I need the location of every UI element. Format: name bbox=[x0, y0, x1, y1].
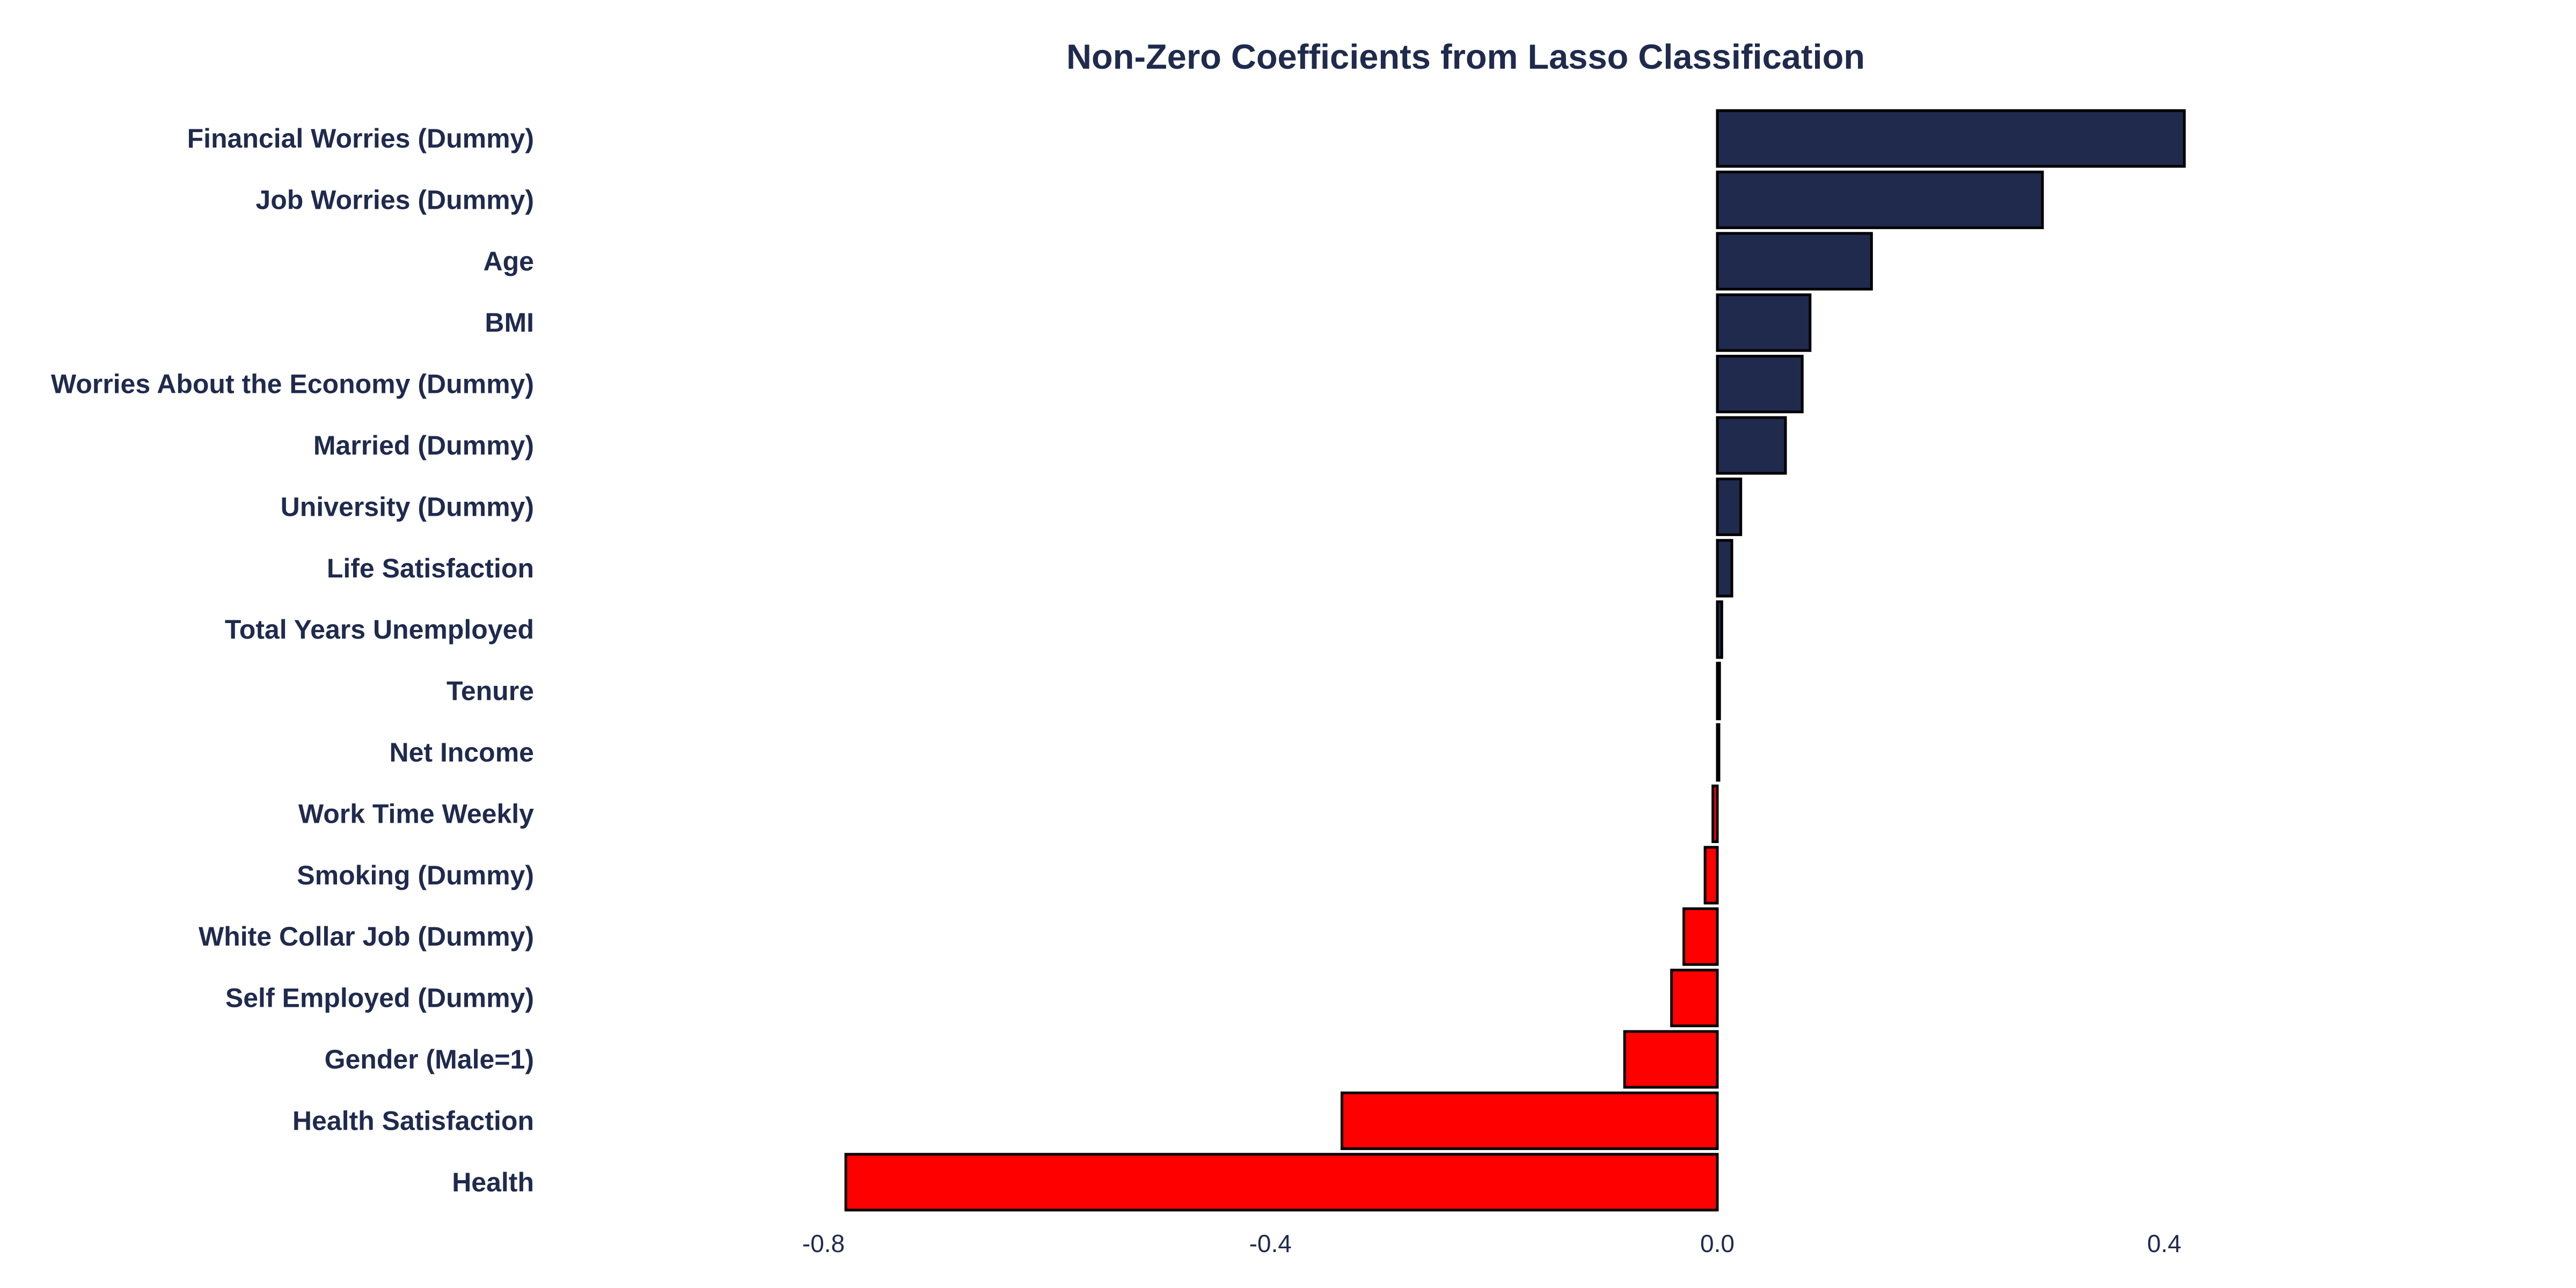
bar-white-collar-job-dummy bbox=[1682, 907, 1719, 966]
bar-health-satisfaction bbox=[1340, 1091, 1719, 1150]
x-axis-tick-labels: -0.8 -0.4 0.0 0.4 bbox=[802, 1230, 2182, 1257]
bar-job-worries-dummy bbox=[1716, 170, 2044, 229]
bar-bmi bbox=[1716, 293, 1812, 352]
category-label: Worries About the Economy (Dummy) bbox=[51, 369, 534, 399]
category-label: Financial Worries (Dummy) bbox=[187, 123, 534, 153]
category-label: Net Income bbox=[389, 737, 534, 767]
category-label: Married (Dummy) bbox=[313, 430, 534, 460]
bar-married-dummy bbox=[1716, 416, 1787, 475]
category-labels: Financial Worries (Dummy) Job Worries (Du… bbox=[51, 123, 534, 1197]
category-label: Health bbox=[452, 1167, 534, 1197]
bar-net-income bbox=[1716, 723, 1721, 782]
bar-worries-about-the-economy-dummy bbox=[1716, 355, 1804, 414]
bar-tenure bbox=[1716, 662, 1721, 721]
category-label: BMI bbox=[485, 308, 534, 338]
bar-age bbox=[1716, 232, 1873, 291]
bar-financial-worries-dummy bbox=[1716, 109, 2186, 168]
category-label: Health Satisfaction bbox=[292, 1106, 534, 1136]
x-tick-label: -0.8 bbox=[802, 1230, 845, 1257]
category-label: Tenure bbox=[447, 676, 534, 706]
bar-total-years-unemployed bbox=[1716, 600, 1723, 659]
bar-work-time-weekly bbox=[1711, 784, 1719, 843]
category-label: Life Satisfaction bbox=[327, 553, 534, 583]
bars bbox=[844, 109, 2186, 1212]
x-tick-label: -0.4 bbox=[1249, 1230, 1292, 1257]
category-label: Smoking (Dummy) bbox=[297, 860, 534, 890]
category-label: Gender (Male=1) bbox=[325, 1044, 534, 1074]
x-tick-label: 0.0 bbox=[1700, 1230, 1735, 1257]
bar-gender-male-1 bbox=[1623, 1030, 1719, 1089]
x-tick-label: 0.4 bbox=[2147, 1230, 2182, 1257]
bar-university-dummy bbox=[1716, 477, 1743, 536]
category-label: Work Time Weekly bbox=[298, 799, 534, 829]
category-label: University (Dummy) bbox=[281, 492, 534, 522]
chart-title: Non-Zero Coefficients from Lasso Classif… bbox=[1066, 37, 1865, 76]
category-label: Total Years Unemployed bbox=[225, 614, 534, 645]
bar-smoking-dummy bbox=[1703, 846, 1719, 905]
category-label: Self Employed (Dummy) bbox=[225, 983, 534, 1013]
category-label: Age bbox=[484, 246, 534, 276]
bar-life-satisfaction bbox=[1716, 539, 1733, 598]
category-label: Job Worries (Dummy) bbox=[255, 185, 534, 215]
bar-health bbox=[844, 1153, 1719, 1212]
category-label: White Collar Job (Dummy) bbox=[199, 921, 534, 952]
bar-self-employed-dummy bbox=[1670, 969, 1719, 1028]
